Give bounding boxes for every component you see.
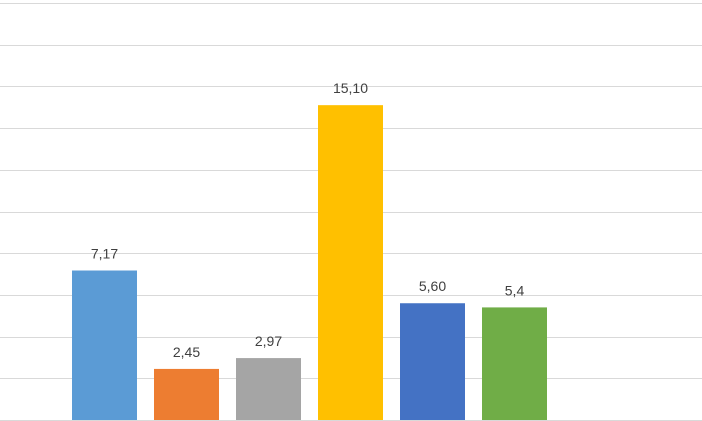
data-label-1: 7,17 (91, 246, 118, 262)
bar-4 (318, 105, 383, 420)
data-label-4: 15,10 (333, 80, 368, 96)
bar-6 (482, 307, 547, 420)
data-label-6: 5,4 (505, 282, 525, 298)
bar-3 (236, 358, 301, 420)
data-labels: 7,17 2,45 2,97 15,10 5,60 5,4 (91, 80, 525, 360)
bar-2 (154, 368, 219, 420)
data-label-2: 2,45 (173, 344, 200, 360)
bar-5 (400, 303, 465, 420)
bars (72, 105, 547, 420)
data-label-3: 2,97 (255, 333, 282, 349)
bar-1 (72, 270, 137, 420)
data-label-5: 5,60 (419, 278, 446, 294)
